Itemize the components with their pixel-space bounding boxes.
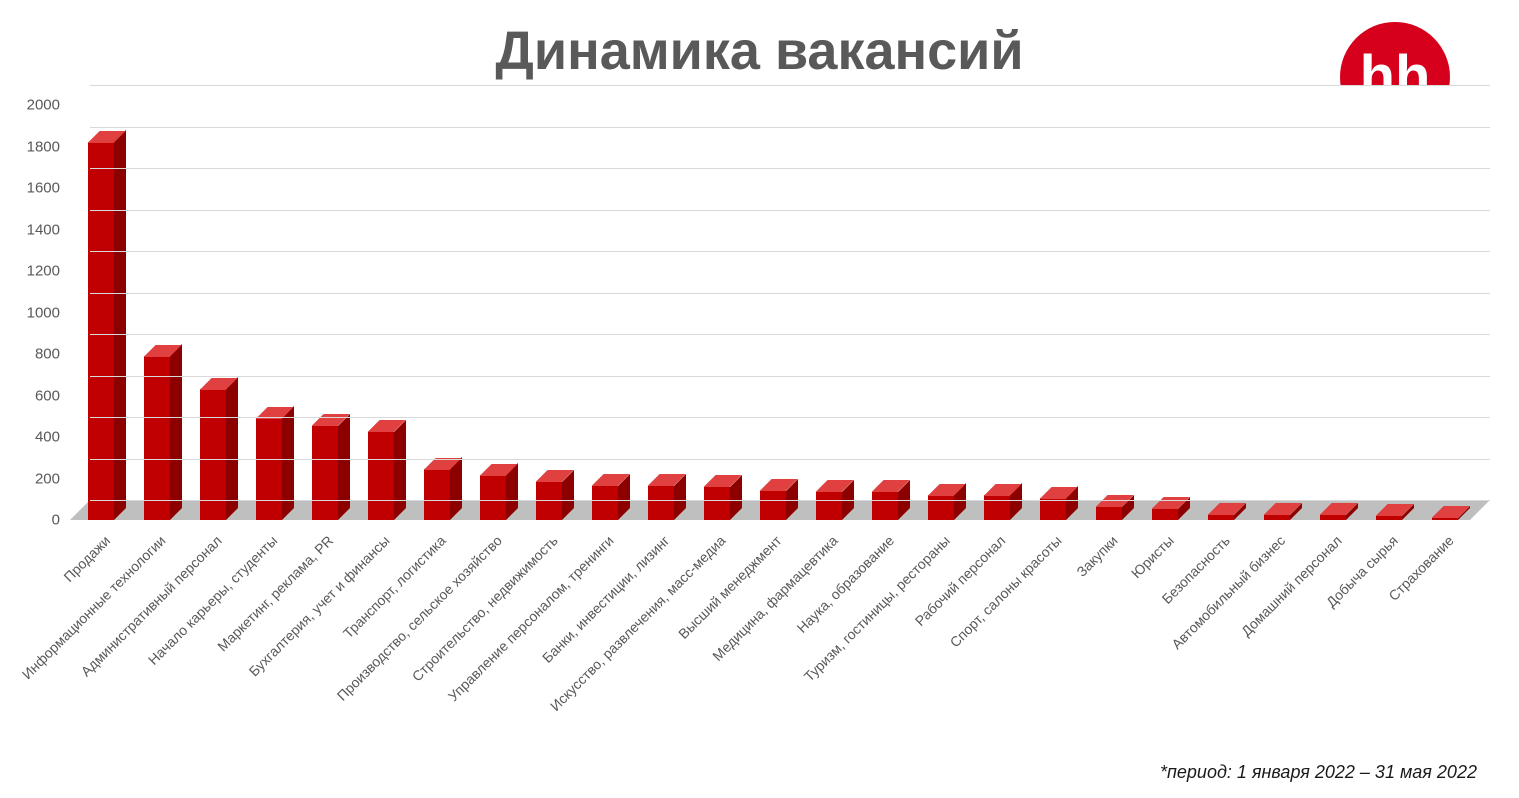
chart-area: 0200400600800100012001400160018002000 Пр… (70, 85, 1490, 540)
bar (928, 495, 954, 520)
gridline (90, 85, 1490, 86)
chart-title: Динамика вакансий (0, 20, 1519, 82)
y-tick-label: 1000 (27, 304, 60, 321)
y-tick-label: 1400 (27, 221, 60, 238)
bar (872, 492, 898, 520)
bar (1152, 509, 1178, 520)
bar (760, 491, 786, 520)
x-tick-label: Юристы (1128, 532, 1177, 581)
y-tick-label: 0 (52, 512, 60, 529)
x-tick-label: Наука, образование (793, 532, 897, 636)
plot-area: 0200400600800100012001400160018002000 (70, 85, 1490, 520)
bar (88, 142, 114, 520)
bar (424, 469, 450, 520)
y-tick-label: 1600 (27, 180, 60, 197)
y-tick-label: 600 (35, 387, 60, 404)
x-tick-label: Домашний персонал (1238, 532, 1345, 639)
gridline (90, 127, 1490, 128)
x-axis-labels: ПродажиИнформационные технологииАдминист… (70, 520, 1490, 521)
gridline (90, 251, 1490, 252)
x-tick-label: Продажи (60, 532, 113, 585)
x-tick-label: Автомобильный бизнес (1169, 532, 1289, 652)
x-tick-label: Транспорт, логистика (340, 532, 449, 641)
bar (1096, 507, 1122, 520)
bar (144, 356, 170, 520)
x-tick-label: Спорт, салоны красоты (947, 532, 1065, 650)
bar (480, 475, 506, 520)
bar (592, 486, 618, 520)
x-tick-label: Высший менеджмент (675, 532, 785, 642)
bar (368, 432, 394, 520)
gridline (90, 168, 1490, 169)
bar (648, 486, 674, 520)
bars-container (70, 85, 1490, 520)
y-tick-label: 800 (35, 346, 60, 363)
bar (984, 495, 1010, 520)
footnote-text: *период: 1 января 2022 – 31 мая 2022 (1160, 762, 1477, 783)
y-tick-label: 1200 (27, 263, 60, 280)
gridline (90, 459, 1490, 460)
bar (1040, 498, 1066, 520)
gridline (90, 293, 1490, 294)
y-tick-label: 2000 (27, 97, 60, 114)
gridline (90, 210, 1490, 211)
bar (816, 492, 842, 520)
y-tick-label: 1800 (27, 138, 60, 155)
y-tick-label: 400 (35, 429, 60, 446)
bar (312, 426, 338, 520)
gridline (90, 376, 1490, 377)
x-tick-label: Закупки (1073, 532, 1120, 579)
gridline (90, 500, 1490, 501)
gridline (90, 417, 1490, 418)
bar (704, 487, 730, 520)
bar (256, 418, 282, 520)
y-tick-label: 200 (35, 470, 60, 487)
gridline (90, 334, 1490, 335)
